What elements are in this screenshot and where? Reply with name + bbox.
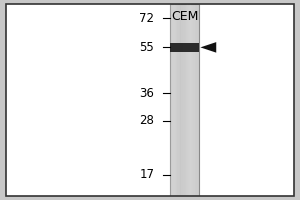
Text: 72: 72 [139, 12, 154, 25]
Text: CEM: CEM [171, 10, 198, 23]
Bar [170, 4, 199, 196]
Bar [172, 4, 173, 196]
Bar [197, 4, 199, 196]
Bar [188, 4, 189, 196]
Bar [182, 4, 183, 196]
Bar [183, 4, 185, 196]
Bar [193, 4, 195, 196]
Bar [180, 4, 182, 196]
Text: 17: 17 [139, 168, 154, 181]
Bar [192, 4, 194, 196]
Polygon shape [200, 42, 216, 53]
Text: 55: 55 [140, 41, 154, 54]
Bar [173, 4, 175, 196]
Bar [186, 4, 188, 196]
Bar [189, 4, 190, 196]
Bar [170, 4, 172, 196]
Bar [176, 4, 178, 196]
Bar [184, 4, 186, 196]
Bar [196, 4, 198, 196]
Bar [175, 4, 176, 196]
Text: 28: 28 [140, 114, 154, 127]
Bar [170, 43, 199, 52]
Bar [179, 4, 181, 196]
Bar [177, 4, 179, 196]
Bar [190, 4, 192, 196]
Bar [195, 4, 197, 196]
Text: 36: 36 [140, 87, 154, 100]
